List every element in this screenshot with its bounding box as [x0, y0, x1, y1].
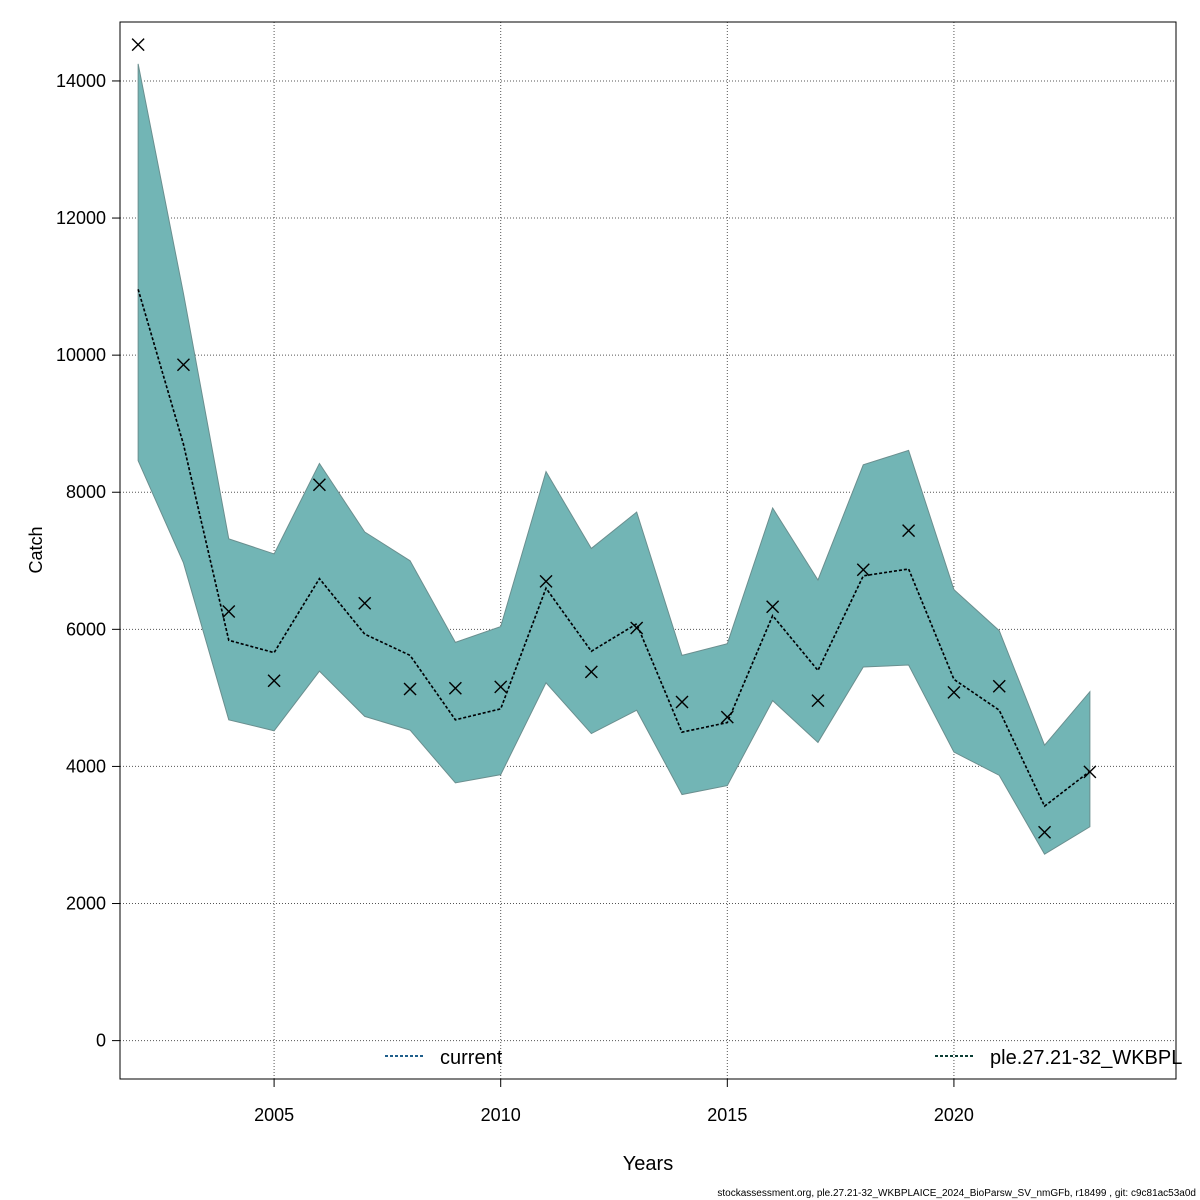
observed-point-2017: [811, 694, 825, 708]
observed-point-2002: [131, 38, 145, 52]
y-tick-label-10000: 10000: [56, 345, 106, 365]
observed-point-2020: [947, 685, 961, 699]
y-tick-label-8000: 8000: [66, 482, 106, 502]
y-axis: 0 2000 4000 6000 8000 10000 12000 14000: [56, 71, 120, 1051]
legend-label-current: current: [440, 1047, 503, 1069]
observed-point-2015: [720, 710, 734, 724]
observed-point-2004: [222, 605, 236, 619]
y-tick-label-14000: 14000: [56, 71, 106, 91]
x-tick-label-2015: 2015: [707, 1105, 747, 1125]
x-tick-label-2010: 2010: [481, 1105, 521, 1125]
x-axis: 2005 2010 2015 2020: [254, 1079, 974, 1125]
y-tick-label-0: 0: [96, 1031, 106, 1051]
observed-point-2023: [1083, 765, 1097, 779]
y-axis-label: Catch: [26, 526, 46, 573]
x-tick-label-2005: 2005: [254, 1105, 294, 1125]
observed-point-2008: [403, 682, 417, 696]
y-tick-label-4000: 4000: [66, 756, 106, 776]
observed-point-2005: [267, 674, 281, 688]
observed-point-2003: [176, 358, 190, 372]
plot-frame: [119, 21, 1177, 1080]
observed-point-2009: [448, 681, 462, 695]
observed-point-2019: [902, 524, 916, 538]
observed-point-2006: [312, 478, 326, 492]
observed-point-2011: [539, 574, 553, 588]
observed-point-2016: [766, 600, 780, 614]
y-tick-label-6000: 6000: [66, 619, 106, 639]
y-tick-label-12000: 12000: [56, 208, 106, 228]
y-tick-label-2000: 2000: [66, 894, 106, 914]
x-tick-label-2020: 2020: [934, 1105, 974, 1125]
series-line-wkbpl: [137, 289, 1091, 808]
legend-label-wkbpl: ple.27.21-32_WKBPL: [990, 1047, 1182, 1069]
legend: current ple.27.21-32_WKBPL: [385, 1047, 1182, 1069]
observed-point-2022: [1038, 825, 1052, 839]
footer-credit: stockassessment.org, ple.27.21-32_WKBPLA…: [717, 1188, 1196, 1199]
observed-point-2012: [584, 665, 598, 679]
observed-point-2007: [358, 596, 372, 610]
observed-point-2013: [630, 621, 644, 635]
observed-point-2021: [992, 679, 1006, 693]
observed-point-2010: [494, 680, 508, 694]
observed-point-2014: [675, 695, 689, 709]
confidence-band: [137, 63, 1091, 855]
observed-point-2018: [856, 563, 870, 577]
x-axis-label: Years: [623, 1153, 673, 1175]
